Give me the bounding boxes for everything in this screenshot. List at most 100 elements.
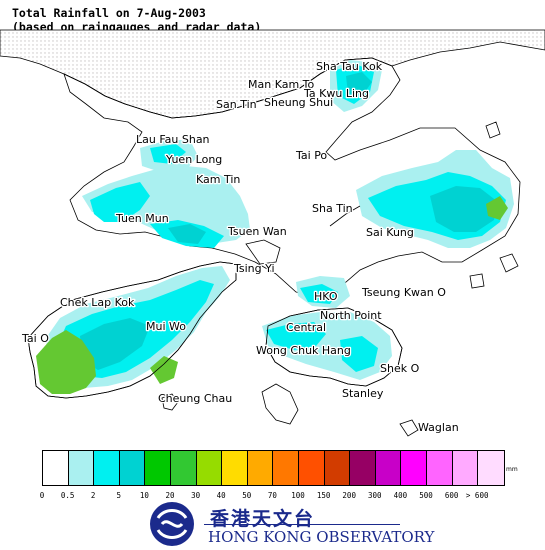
place-label-halo: Kam Tin	[196, 173, 240, 186]
legend-swatch	[401, 451, 427, 485]
legend-tick-label: 400	[393, 491, 408, 500]
legend-swatch	[350, 451, 376, 485]
legend-tick-label: 300	[368, 491, 382, 500]
legend-tick-label: 50	[242, 491, 252, 500]
place-label-halo: Lau Fau Shan	[136, 133, 210, 146]
place-label-halo: Mui Wo	[146, 320, 186, 333]
legend-tick-label: 40	[216, 491, 226, 500]
place-label-halo: Yuen Long	[165, 153, 222, 166]
place-label: Mui Wo	[146, 320, 186, 333]
place-label-halo: Sai Kung	[366, 226, 414, 239]
legend-tick-label: 200	[342, 491, 356, 500]
legend-swatch	[375, 451, 402, 485]
place-label: Kam Tin	[196, 173, 240, 186]
place-label: Lau Fau Shan	[136, 133, 210, 146]
place-label: North Point	[320, 309, 382, 322]
place-label: Wong Chuk Hang	[256, 344, 351, 357]
place-label: Chek Lap Kok	[60, 296, 135, 309]
legend-tick-label: 70	[267, 491, 277, 500]
legend-swatch	[478, 451, 504, 485]
place-label-halo: Waglan	[418, 421, 459, 434]
place-label: Stanley	[342, 387, 384, 400]
rain-heavy-layer	[36, 196, 508, 394]
place-label-halo: Cheung Chau	[158, 392, 232, 405]
place-label-halo: Wong Chuk Hang	[256, 344, 351, 357]
place-label: Cheung Chau	[158, 392, 232, 405]
place-label-halo: Stanley	[342, 387, 384, 400]
legend-tick-label: 5	[116, 491, 122, 500]
place-label-halo: HKO	[314, 290, 338, 303]
legend-swatch	[247, 451, 274, 485]
lamma-island	[261, 383, 299, 425]
legend-swatch	[222, 451, 248, 485]
legend-tick-label: 100	[291, 491, 305, 500]
legend-swatch	[68, 451, 95, 485]
place-label-halo: Central	[286, 321, 326, 334]
legend-tick-label: 0	[39, 491, 45, 500]
place-label: Waglan	[418, 421, 459, 434]
legend-swatch	[119, 451, 146, 485]
rainfall-legend-bar	[42, 450, 505, 486]
legend-swatch	[324, 451, 351, 485]
legend-tick-label: 20	[165, 491, 175, 500]
place-label: Shek O	[380, 362, 420, 375]
legend-tick-label: 0.5	[60, 491, 75, 500]
rain-moderate-layer	[80, 72, 498, 370]
place-label-halo: Tuen Mun	[115, 212, 169, 225]
place-label-halo: Shek O	[380, 362, 420, 375]
place-label: Tai O	[21, 332, 49, 345]
place-label: Tseung Kwan O	[361, 286, 446, 299]
place-label-halo: North Point	[320, 309, 382, 322]
place-label-halo: Tai Po	[295, 149, 327, 162]
place-label-halo: Man Kam To	[248, 78, 315, 91]
legend-tick-label: 500	[419, 491, 433, 500]
place-label-halo: Chek Lap Kok	[60, 296, 135, 309]
place-label: San Tin	[216, 98, 257, 111]
place-label-halo: Tseung Kwan O	[361, 286, 446, 299]
place-label: Sheung Shui	[264, 96, 333, 109]
legend-tick-label: 150	[316, 491, 331, 500]
place-label-halo: Tsing Yi	[233, 262, 275, 275]
legend-tick-label: 10	[139, 491, 149, 500]
place-label-halo: Sheung Shui	[264, 96, 333, 109]
place-label: Tai Po	[295, 149, 327, 162]
place-label: Ta Kwu Ling	[303, 87, 369, 100]
cheung-chau-island	[161, 393, 179, 411]
place-label: Tuen Mun	[115, 212, 169, 225]
legend-tick-label: 2	[90, 491, 96, 500]
waglan-island	[399, 419, 419, 437]
logo-divider	[204, 524, 400, 525]
legend-swatch	[196, 451, 223, 485]
place-label-halo: Sha Tau Kok	[316, 60, 383, 73]
sai-kung-islands	[469, 121, 519, 289]
place-label: Yuen Long	[165, 153, 222, 166]
legend-tick-label: 30	[191, 491, 201, 500]
place-label: Sha Tau Kok	[316, 60, 383, 73]
legend-swatch	[94, 451, 120, 485]
place-label-halo: San Tin	[216, 98, 257, 111]
observatory-name-english: HONG KONG OBSERVATORY	[208, 528, 435, 546]
place-label: Sai Kung	[366, 226, 414, 239]
legend-swatch	[43, 451, 69, 485]
place-label: Sha Tin	[312, 202, 353, 215]
legend-swatch	[273, 451, 299, 485]
legend-swatch	[145, 451, 171, 485]
coastline-overlay	[27, 57, 403, 399]
observatory-emblem-icon	[150, 502, 194, 546]
legend-swatch	[426, 451, 453, 485]
place-label: HKO	[314, 290, 338, 303]
place-label: Man Kam To	[248, 78, 315, 91]
legend-swatch	[170, 451, 197, 485]
place-label: Tsing Yi	[233, 262, 275, 275]
legend-tick-label: 600	[444, 491, 459, 500]
place-label-halo: Tai O	[21, 332, 49, 345]
map-title: Total Rainfall on 7-Aug-2003	[12, 6, 206, 20]
legend-swatch	[452, 451, 479, 485]
place-label: Central	[286, 321, 326, 334]
legend-tick-label: > 600	[465, 491, 489, 500]
place-label: Tsuen Wan	[227, 225, 287, 238]
legend-unit: mm	[506, 466, 518, 473]
